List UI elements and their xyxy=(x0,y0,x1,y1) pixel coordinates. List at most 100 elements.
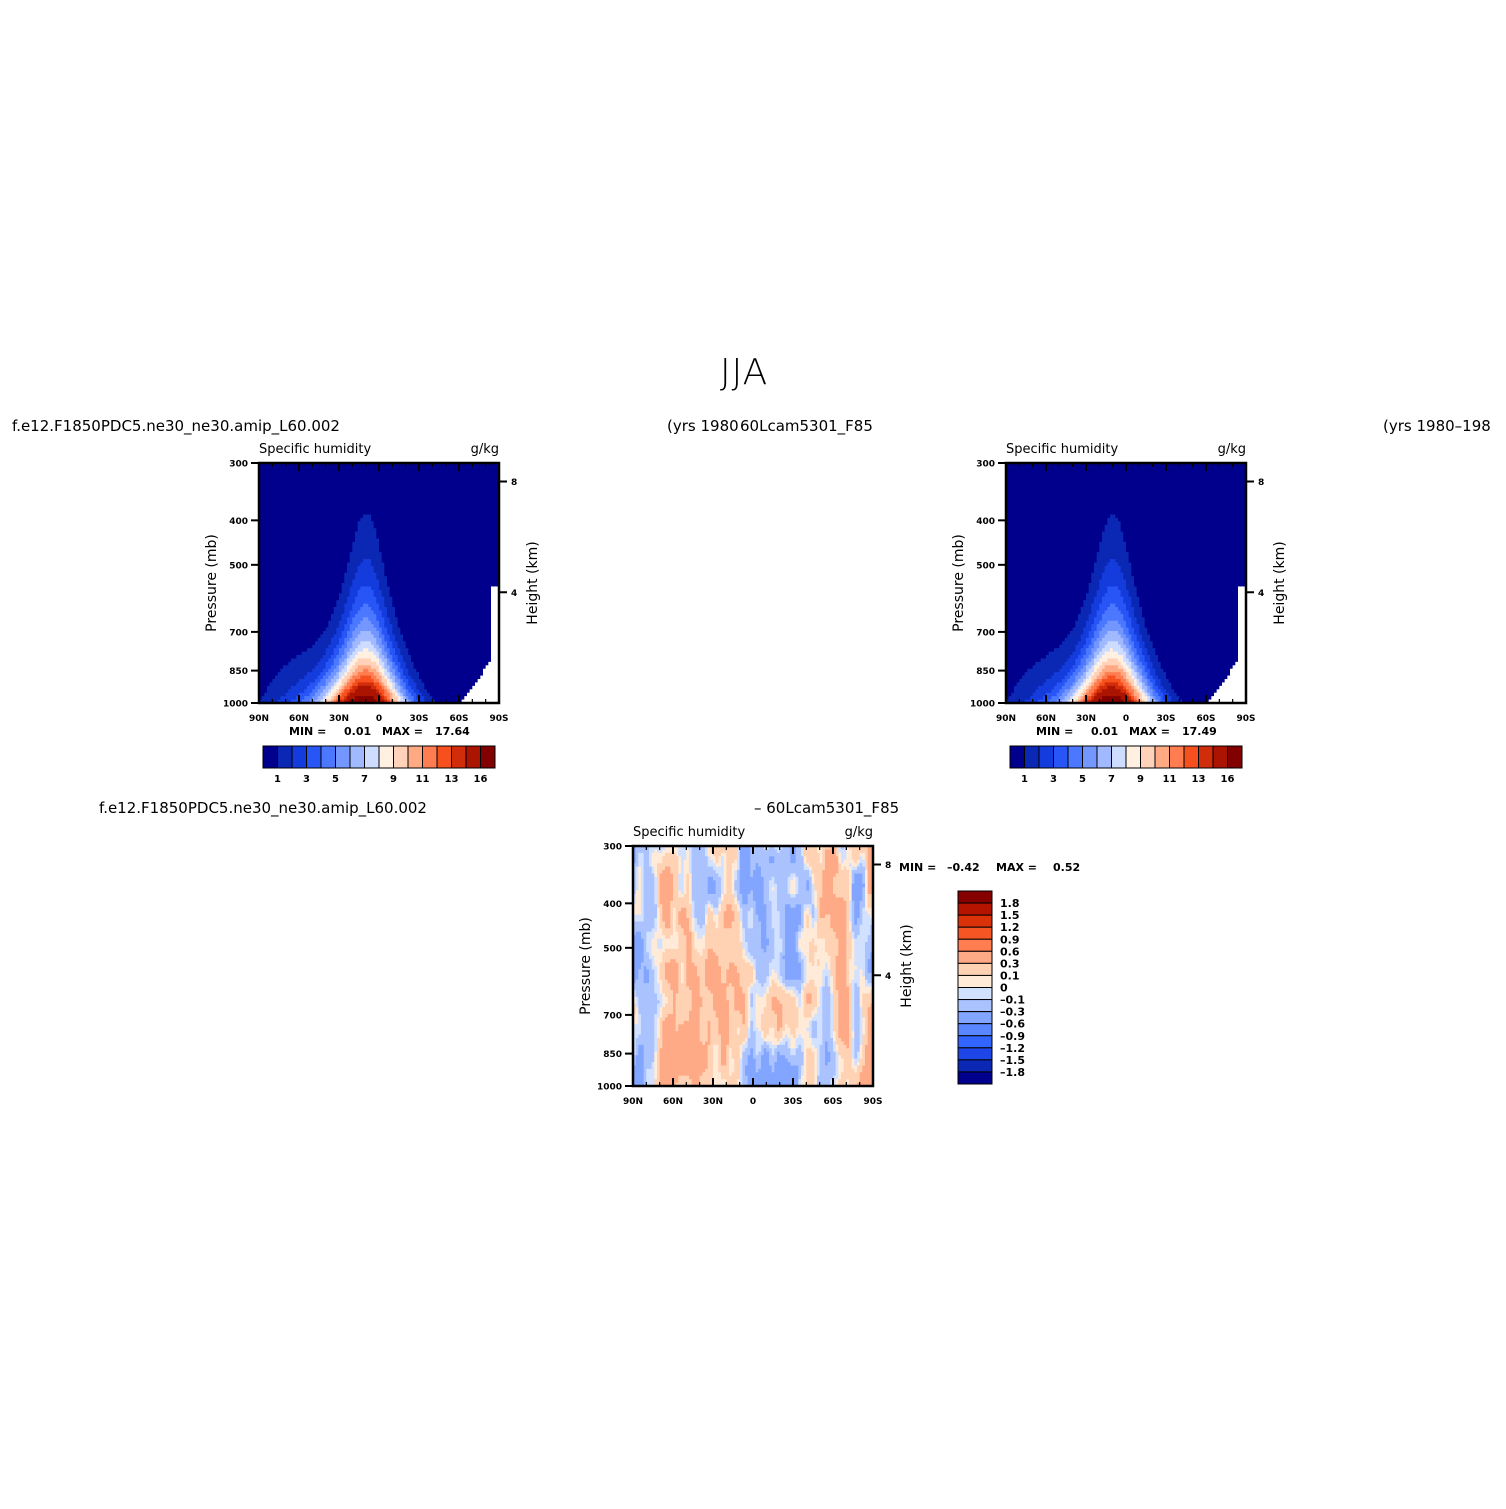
field-cell xyxy=(323,644,327,649)
field-cell xyxy=(307,613,311,618)
field-cell xyxy=(275,634,279,639)
field-cell xyxy=(317,497,321,502)
field-cell xyxy=(285,579,289,584)
field-cell xyxy=(259,620,263,625)
field-cell xyxy=(317,692,321,697)
field-cell xyxy=(280,569,284,574)
field-cell xyxy=(275,696,279,701)
field-cell xyxy=(275,555,279,560)
field-cell xyxy=(323,507,327,512)
field-cell xyxy=(317,565,321,570)
field-cell xyxy=(283,672,287,677)
field-cell xyxy=(275,648,279,653)
field-cell xyxy=(272,627,276,632)
field-cell xyxy=(261,463,265,468)
field-cell xyxy=(315,497,319,502)
field-cell xyxy=(267,548,271,553)
field-cell xyxy=(320,583,324,588)
field-cell xyxy=(307,651,311,656)
field-cell xyxy=(272,607,276,612)
field-cell xyxy=(272,651,276,656)
field-cell xyxy=(280,538,284,543)
field-cell xyxy=(285,637,289,642)
field-cell xyxy=(315,661,319,666)
field-cell xyxy=(269,490,273,495)
field-cell xyxy=(312,586,316,591)
field-cell xyxy=(280,565,284,570)
field-cell xyxy=(259,483,263,488)
field-cell xyxy=(261,596,265,601)
field-cell xyxy=(293,528,297,533)
field-cell xyxy=(325,504,329,509)
field-cell xyxy=(280,661,284,666)
field-cell xyxy=(261,634,265,639)
field-cell xyxy=(307,504,311,509)
field-cell xyxy=(304,593,308,598)
field-cell xyxy=(307,637,311,642)
field-cell xyxy=(283,521,287,526)
field-cell xyxy=(267,497,271,502)
field-cell xyxy=(283,589,287,594)
field-cell xyxy=(315,679,319,684)
field-cell xyxy=(261,593,265,598)
field-cell xyxy=(275,463,279,468)
field-cell xyxy=(275,658,279,663)
field-cell xyxy=(269,665,273,670)
field-cell xyxy=(261,497,265,502)
field-cell xyxy=(315,689,319,694)
field-cell xyxy=(272,634,276,639)
field-cell xyxy=(280,617,284,622)
field-cell xyxy=(315,624,319,629)
field-cell xyxy=(323,497,327,502)
field-cell xyxy=(307,600,311,605)
field-cell xyxy=(317,689,321,694)
field-cell xyxy=(320,679,324,684)
field-cell xyxy=(296,555,300,560)
field-cell xyxy=(293,572,297,577)
field-cell xyxy=(267,624,271,629)
field-cell xyxy=(277,600,281,605)
field-cell xyxy=(293,490,297,495)
field-cell xyxy=(272,552,276,557)
case-name-right: 60Lcam5301_F85 xyxy=(740,417,873,435)
field-cell xyxy=(304,548,308,553)
field-cell xyxy=(293,576,297,581)
field-cell xyxy=(277,559,281,564)
field-cell xyxy=(309,572,313,577)
field-cell xyxy=(317,631,321,636)
field-cell xyxy=(275,651,279,656)
field-cell xyxy=(291,689,295,694)
field-cell xyxy=(317,627,321,632)
field-cell xyxy=(320,603,324,608)
field-cell xyxy=(261,514,265,519)
field-cell xyxy=(277,682,281,687)
field-cell xyxy=(309,497,313,502)
field-cell xyxy=(267,644,271,649)
field-cell xyxy=(309,692,313,697)
field-cell xyxy=(325,487,329,492)
field-cell xyxy=(304,545,308,550)
field-cell xyxy=(264,589,268,594)
field-cell xyxy=(325,463,329,468)
field-cell xyxy=(272,469,276,474)
field-cell xyxy=(301,511,305,516)
field-cell xyxy=(320,692,324,697)
field-cell xyxy=(299,569,303,574)
field-cell xyxy=(325,490,329,495)
field-cell xyxy=(285,651,289,656)
field-cell xyxy=(285,685,289,690)
field-cell xyxy=(315,665,319,670)
field-cell xyxy=(296,562,300,567)
field-cell xyxy=(259,480,263,485)
field-cell xyxy=(291,682,295,687)
field-cell xyxy=(315,576,319,581)
field-cell xyxy=(307,617,311,622)
field-cell xyxy=(317,466,321,471)
field-cell xyxy=(288,672,292,677)
field-cell xyxy=(288,473,292,478)
field-cell xyxy=(291,569,295,574)
field-cell xyxy=(267,490,271,495)
field-cell xyxy=(267,596,271,601)
field-cell xyxy=(307,476,311,481)
field-cell xyxy=(269,651,273,656)
